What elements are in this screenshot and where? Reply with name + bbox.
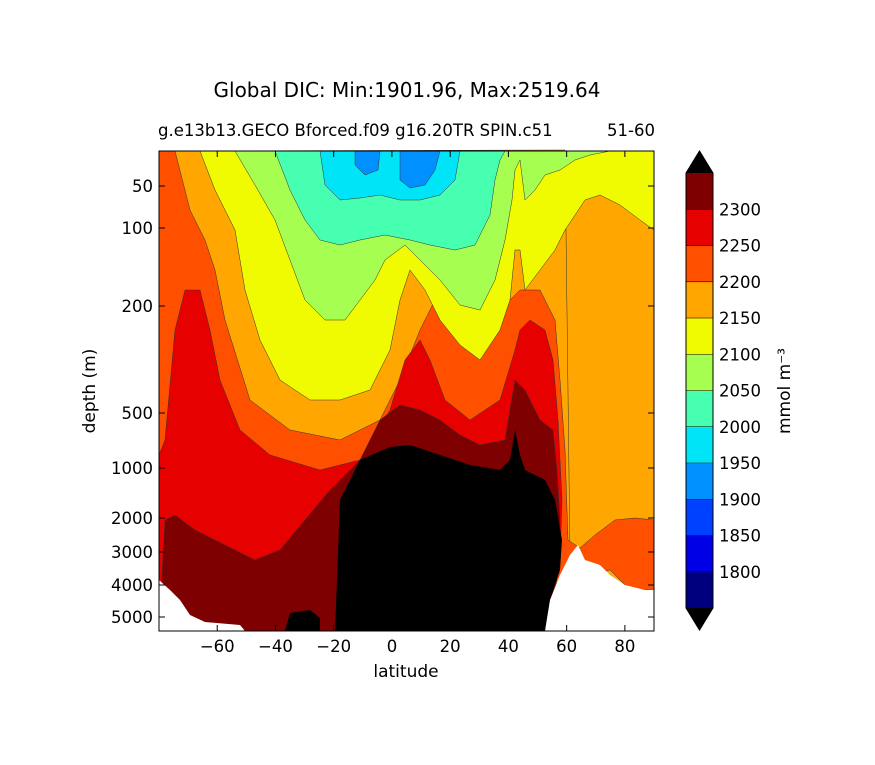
- missing-data-region: [545, 545, 654, 631]
- y-tick-label: 100: [122, 219, 154, 238]
- x-tick-label: −20: [316, 637, 351, 656]
- colorbar-band: [686, 245, 713, 283]
- y-axis: 50 100 200 500 1000 2000 3000 4000 5000: [111, 177, 654, 627]
- contour-region-over-range: [335, 430, 562, 631]
- colorbar-band: [686, 173, 713, 210]
- colorbar-extend-bottom: [686, 608, 713, 630]
- colorbar-tick-label: 1950: [719, 454, 761, 473]
- chart-subtitle-suffix: 51-60: [607, 121, 655, 140]
- y-tick-label: 3000: [111, 543, 153, 562]
- colorbar-band: [686, 390, 713, 428]
- colorbar-tick-label: 2000: [719, 418, 761, 437]
- x-tick-label: 80: [614, 637, 635, 656]
- y-tick-label: 200: [122, 297, 154, 316]
- colorbar-outline: [685, 150, 714, 631]
- y-axis-label: depth (m): [80, 349, 100, 434]
- colorbar: 1800 1850 1900 1950 2000 2050 2100 2150 2200 2250…: [685, 150, 761, 631]
- colorbar-band: [686, 209, 713, 246]
- x-tick-label: 40: [498, 637, 519, 656]
- y-tick-label: 1000: [111, 459, 153, 478]
- y-tick-label: 2000: [111, 509, 153, 528]
- colorbar-extend-top: [686, 151, 713, 173]
- plot-area: [158, 149, 655, 632]
- colorbar-tick-label: 1850: [719, 527, 761, 546]
- colorbar-band: [686, 426, 713, 464]
- x-tick-label: −40: [258, 637, 293, 656]
- chart-title: Global DIC: Min:1901.96, Max:2519.64: [214, 78, 601, 102]
- colorbar-tick-label: 2200: [719, 273, 761, 292]
- colorbar-band: [686, 318, 713, 355]
- colorbar-tick-label: 1900: [719, 490, 761, 509]
- colorbar-tick-label: 2250: [719, 237, 761, 256]
- colorbar-label: mmol m⁻³: [775, 348, 795, 434]
- contour-region-over-range-bottom: [285, 610, 320, 631]
- colorbar-tick-label: 2050: [719, 382, 761, 401]
- colorbar-band: [686, 463, 713, 500]
- chart-subtitle: g.e13b13.GECO Bforced.f09 g16.20TR SPIN.…: [158, 121, 553, 140]
- x-tick-label: 60: [556, 637, 577, 656]
- y-tick-label: 5000: [111, 608, 153, 627]
- colorbar-tick-label: 1800: [719, 563, 761, 582]
- colorbar-band: [686, 571, 713, 609]
- y-tick-label: 50: [132, 177, 153, 196]
- y-tick-label: 500: [122, 404, 154, 423]
- x-tick-label: −60: [200, 637, 235, 656]
- missing-data-region-south: [159, 580, 245, 631]
- x-tick-label: 0: [387, 637, 398, 656]
- colorbar-band: [686, 354, 713, 391]
- plot-frame: [158, 150, 655, 632]
- x-tick-label: 20: [440, 637, 461, 656]
- colorbar-tick-label: 2300: [719, 200, 761, 219]
- y-tick-label: 4000: [111, 576, 153, 595]
- colorbar-tick-label: 2150: [719, 309, 761, 328]
- x-axis-label: latitude: [373, 662, 438, 682]
- x-axis: −60 −40 −20 0 20 40 60 80: [200, 151, 635, 656]
- colorbar-band: [686, 281, 713, 319]
- colorbar-band: [686, 499, 713, 536]
- colorbar-tick-label: 2100: [719, 345, 761, 364]
- contour-region-2000: [319, 150, 461, 201]
- colorbar-band: [686, 535, 713, 573]
